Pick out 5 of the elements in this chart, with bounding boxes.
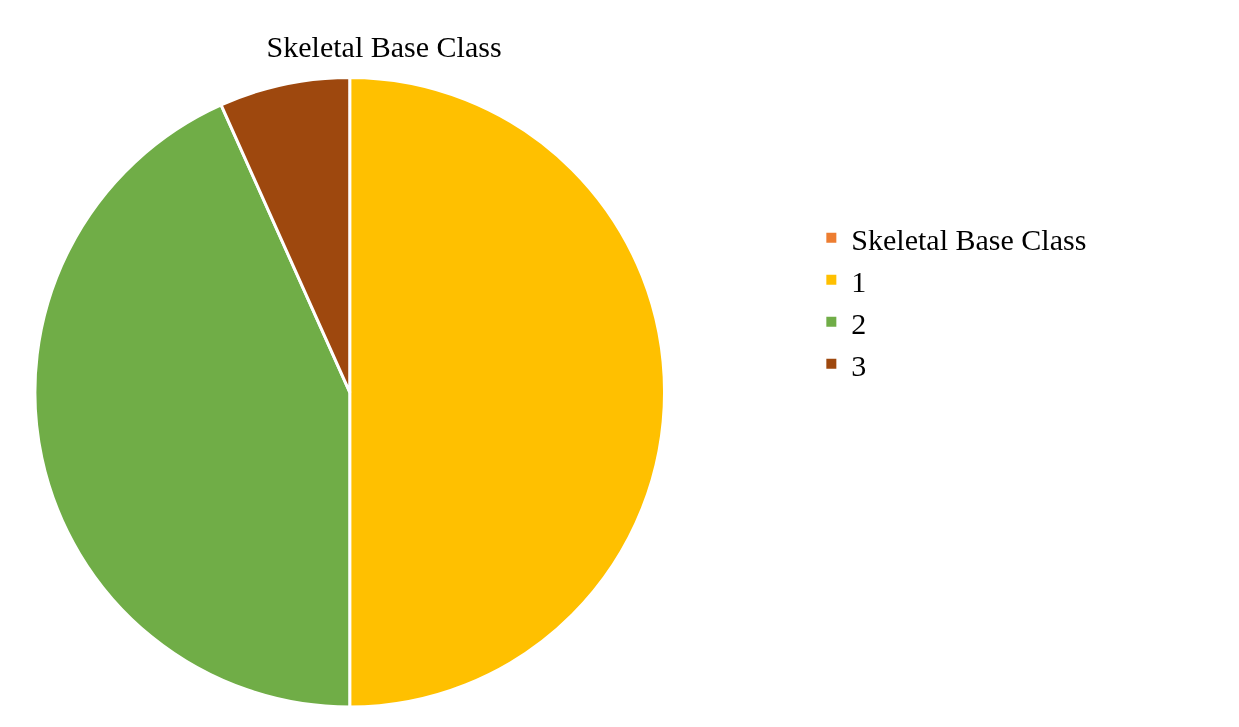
legend-label: Skeletal Base Class (851, 222, 1087, 256)
legend-label: 1 (851, 264, 867, 298)
legend-label: 2 (851, 306, 867, 340)
legend-label: 3 (851, 348, 867, 382)
chart-title: Skeletal Base Class (266, 30, 502, 64)
